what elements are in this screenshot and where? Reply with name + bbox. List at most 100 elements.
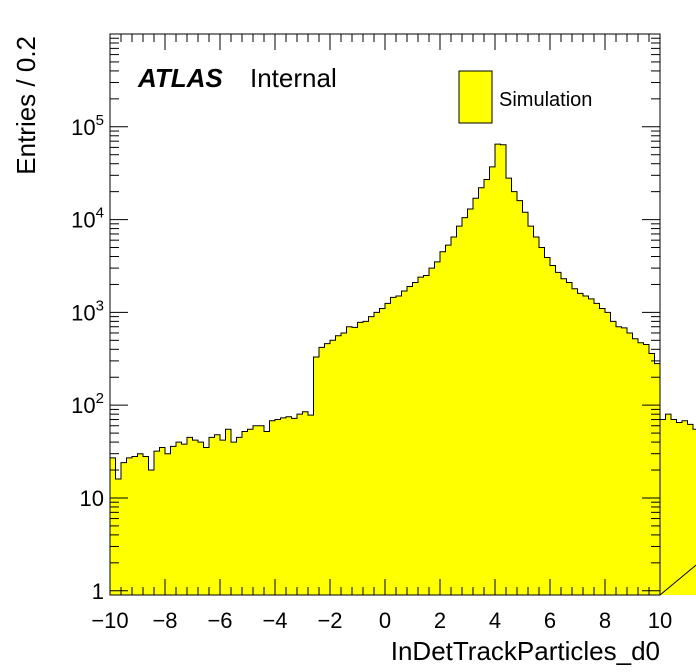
y-tick-label: 10 (80, 486, 104, 511)
histogram-bar (407, 286, 413, 595)
histogram-bar (143, 456, 149, 595)
histogram-bar (445, 245, 452, 595)
histogram-bar (264, 431, 270, 595)
histogram-bar (588, 298, 595, 595)
y-tick-label: 103 (71, 297, 104, 325)
histogram-bar (126, 457, 133, 595)
histogram-bar (654, 363, 661, 595)
atlas-label: ATLAS (137, 63, 223, 93)
histogram-bar (506, 178, 512, 595)
histogram-bar (319, 347, 325, 595)
histogram-bar (429, 268, 435, 595)
histogram-bar (269, 420, 276, 595)
x-tick-label: −8 (152, 608, 177, 633)
x-axis-label: InDetTrackParticles_d0 (391, 636, 660, 666)
histogram-bar (220, 440, 226, 595)
histogram-bar (176, 442, 182, 595)
x-tick-label: −2 (317, 608, 342, 633)
histogram-bar (341, 332, 347, 595)
x-tick-label: 8 (599, 608, 611, 633)
histogram-bar (627, 332, 633, 595)
histogram-bar (456, 226, 463, 595)
histogram-bar (643, 344, 650, 595)
histogram-bar (660, 419, 666, 595)
histogram-bar (313, 357, 320, 595)
y-axis-ticks (110, 37, 660, 592)
histogram-bar (484, 179, 490, 595)
histogram-bar (247, 429, 254, 595)
histogram-bar (462, 217, 468, 596)
y-tick-label: 104 (71, 205, 104, 233)
histogram-bar (368, 316, 375, 595)
histogram-bar (467, 209, 474, 596)
histogram-bar (682, 420, 688, 595)
histogram-bar (621, 327, 628, 595)
histogram-bar (148, 470, 155, 595)
histogram-bar (231, 442, 237, 595)
histogram-bar (137, 453, 144, 595)
histogram-bar (544, 257, 551, 595)
histogram-bar (110, 457, 116, 595)
histogram-bar (209, 437, 215, 595)
histogram-bar (605, 312, 611, 595)
histogram-bar (302, 411, 309, 595)
histogram-bar (500, 144, 507, 596)
y-tick-label: 1 (92, 579, 104, 604)
histogram-bar (396, 296, 402, 595)
histogram-bar (676, 422, 683, 595)
histogram-bar (522, 212, 529, 595)
histogram-bar (363, 321, 369, 595)
histogram-bar (533, 236, 540, 596)
x-tick-label: 6 (544, 608, 556, 633)
x-tick-label: −4 (262, 608, 287, 633)
histogram-bar (566, 282, 573, 595)
histogram-bar (225, 429, 232, 595)
atlas-status-label: Internal (250, 63, 337, 93)
histogram-bar (489, 166, 496, 595)
histogram-bar (159, 447, 166, 595)
histogram-bar (440, 251, 446, 595)
y-tick-label: 102 (71, 390, 104, 418)
histogram-bar (517, 200, 523, 595)
histogram-bar (687, 424, 694, 595)
histogram-bar (577, 293, 584, 595)
histogram-bar (412, 282, 419, 595)
histogram-bar (192, 440, 199, 595)
x-tick-label: −10 (91, 608, 128, 633)
x-tick-label: 0 (379, 608, 391, 633)
histogram-bar (583, 296, 589, 595)
histogram-bar (286, 416, 292, 595)
histogram-bar (385, 303, 391, 595)
histogram-bar (258, 425, 265, 595)
x-tick-label: −6 (207, 608, 232, 633)
x-axis-ticks (109, 34, 661, 595)
y-axis-label: Entries / 0.2 (11, 36, 41, 175)
histogram-bar (330, 340, 336, 595)
histogram-bar (434, 261, 441, 595)
x-tick-label: 4 (489, 608, 501, 633)
x-tick-label: 10 (648, 608, 672, 633)
histogram-bar (308, 415, 314, 595)
histogram-outline (109, 143, 696, 596)
histogram-bar (121, 462, 127, 595)
histogram-bar (693, 429, 696, 595)
histogram-bar (357, 322, 364, 595)
histogram-bar (379, 308, 386, 595)
histogram-bar (451, 236, 457, 596)
histogram-bar (610, 321, 617, 595)
histogram-bar (473, 198, 479, 595)
legend-entry-simulation: Simulation (499, 89, 592, 111)
histogram-bar (203, 447, 210, 595)
histogram-bar (555, 272, 562, 595)
histogram-bar (352, 327, 358, 595)
histogram-bar (671, 419, 677, 595)
histogram-bar (561, 278, 567, 595)
histogram-bar (665, 414, 672, 595)
histogram-bar (187, 437, 193, 595)
histogram-bar (511, 191, 518, 595)
histogram-bar (165, 453, 171, 595)
histogram-bar (198, 442, 204, 595)
histogram-bar (599, 308, 606, 595)
histogram-bar (390, 297, 397, 595)
